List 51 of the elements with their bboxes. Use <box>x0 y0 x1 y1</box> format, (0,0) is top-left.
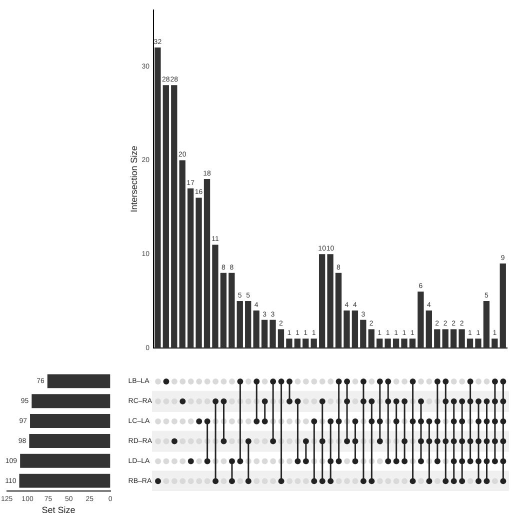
bar <box>492 338 498 348</box>
bar <box>30 414 110 428</box>
bar <box>29 434 110 448</box>
bar <box>187 188 194 348</box>
bar <box>450 329 457 348</box>
bar <box>409 338 416 348</box>
bar <box>344 310 350 348</box>
bar <box>310 338 317 348</box>
bar <box>376 338 383 348</box>
bar <box>286 338 292 348</box>
bar <box>352 310 358 348</box>
bar <box>434 329 440 348</box>
bar <box>253 310 260 348</box>
x-axis-title: Set Size <box>42 505 76 513</box>
y-axis-title: Intersection Size <box>128 146 139 212</box>
bar <box>483 301 490 348</box>
bar <box>154 48 161 348</box>
bar <box>204 179 210 348</box>
bar <box>196 198 202 348</box>
bar <box>335 272 342 348</box>
bar <box>245 301 252 348</box>
bar <box>302 338 309 348</box>
bar <box>392 338 400 348</box>
bar <box>368 329 374 348</box>
bar <box>228 272 235 348</box>
bar <box>466 338 474 348</box>
bar <box>261 320 268 348</box>
bar <box>278 329 284 348</box>
bar <box>19 474 110 488</box>
bar <box>294 338 300 348</box>
bar <box>179 160 186 348</box>
bar <box>500 264 506 348</box>
bar <box>442 329 448 348</box>
bar <box>327 254 334 348</box>
bar <box>270 320 276 348</box>
bar <box>212 244 218 348</box>
bar <box>32 394 110 408</box>
bar <box>20 454 110 468</box>
bar <box>426 310 432 348</box>
bar <box>220 272 227 348</box>
bar <box>47 374 110 388</box>
bar <box>318 254 326 348</box>
bar <box>236 301 243 348</box>
bar <box>360 320 366 348</box>
bar <box>401 338 408 348</box>
bar <box>171 85 178 348</box>
bar <box>458 329 465 348</box>
bar <box>475 338 482 348</box>
bar <box>384 338 391 348</box>
bar <box>418 292 424 348</box>
bar <box>162 85 169 348</box>
